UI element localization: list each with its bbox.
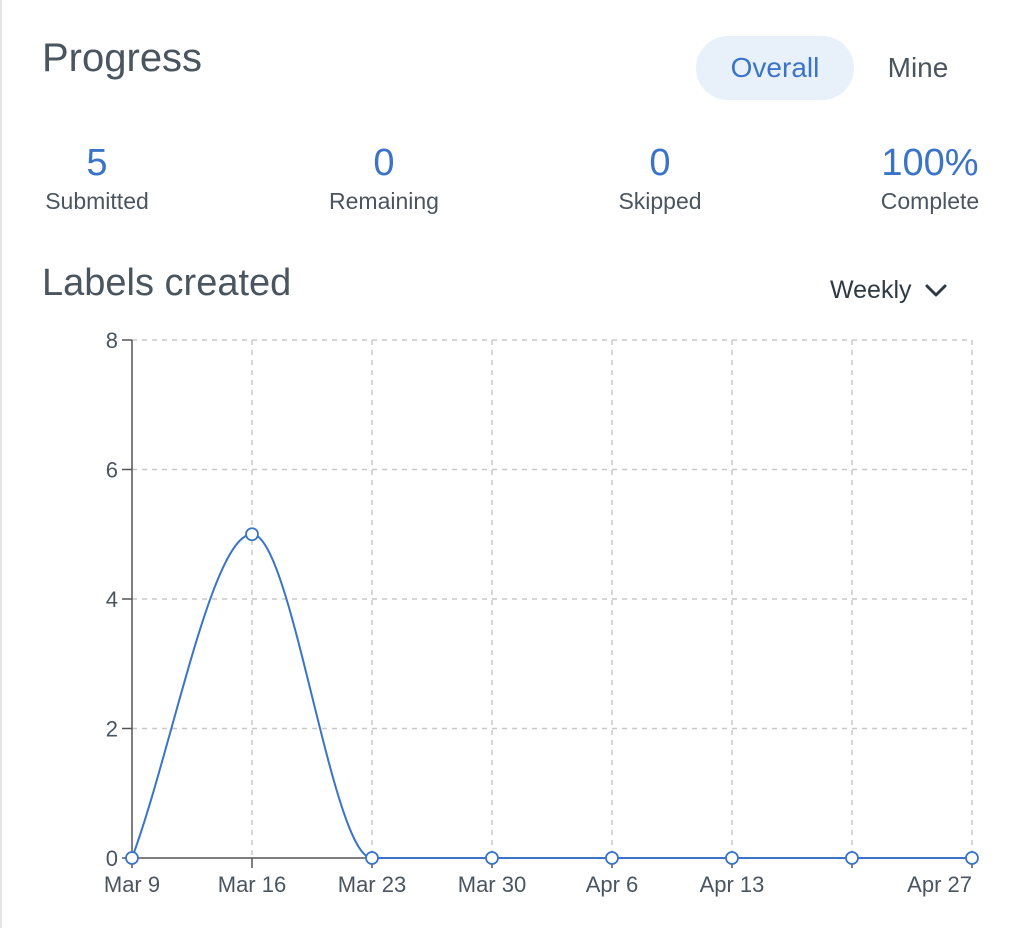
data-point[interactable] <box>125 851 139 865</box>
labels-created-chart: 0 2 4 6 8 Mar 9 Mar 16 Mar 23 Mar 30 Apr 6 Apr 13… <box>104 328 979 897</box>
tab-mine[interactable]: Mine <box>887 52 949 83</box>
series-line <box>131 533 972 859</box>
x-tick-label: Apr 27 <box>907 872 972 897</box>
x-tick-label: Mar 30 <box>458 872 526 897</box>
page-title: Progress <box>42 36 203 80</box>
interval-dropdown-label: Weekly <box>830 276 912 304</box>
stat-skipped: 0 Skipped <box>610 144 710 213</box>
stat-skipped-value: 0 <box>649 142 671 184</box>
x-tick-label: Apr 6 <box>586 872 639 897</box>
tab-overall[interactable]: Overall <box>696 36 854 100</box>
stat-submitted-value: 5 <box>86 142 108 184</box>
x-tick-label: Apr 13 <box>700 872 765 897</box>
interval-dropdown[interactable]: Weekly <box>830 276 948 305</box>
data-point[interactable] <box>605 851 619 865</box>
chevron-down-icon <box>925 284 947 296</box>
stat-remaining-label: Remaining <box>329 188 439 214</box>
stat-remaining: 0 Remaining <box>324 144 444 213</box>
data-point[interactable] <box>485 851 499 865</box>
stat-complete: 100% Complete <box>874 144 986 213</box>
data-point[interactable] <box>845 851 859 865</box>
x-tick-label: Mar 23 <box>338 872 406 897</box>
y-tick-label: 2 <box>106 717 118 742</box>
data-point[interactable] <box>725 851 739 865</box>
stat-complete-label: Complete <box>880 188 980 214</box>
stat-remaining-value: 0 <box>373 142 395 184</box>
data-point[interactable] <box>965 851 979 865</box>
x-tick-label: Mar 16 <box>218 872 286 897</box>
stat-submitted: 5 Submitted <box>42 144 152 213</box>
stat-complete-value: 100% <box>881 142 979 184</box>
y-tick-label: 0 <box>106 846 118 871</box>
y-tick-label: 6 <box>106 458 118 483</box>
y-tick-label: 8 <box>106 328 118 353</box>
x-tick-label: Mar 9 <box>104 872 160 897</box>
stat-skipped-label: Skipped <box>618 188 702 214</box>
stat-submitted-label: Submitted <box>45 188 149 214</box>
panel-border <box>0 0 2 928</box>
data-point[interactable] <box>245 527 259 542</box>
data-point[interactable] <box>365 851 379 865</box>
y-tick-label: 4 <box>106 587 118 612</box>
chart-title: Labels created <box>42 262 292 304</box>
